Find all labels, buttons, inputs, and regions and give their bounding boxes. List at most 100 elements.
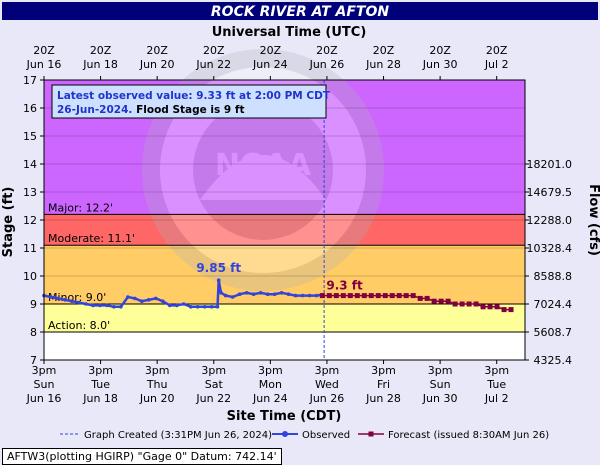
forecast-point — [326, 293, 332, 299]
bottom-tick-label: 3pm — [428, 364, 453, 377]
latest-observed-text: Latest observed value: 9.33 ft at 2:00 P… — [57, 90, 331, 102]
bottom-tick-label: 3pm — [371, 364, 396, 377]
forecast-point — [431, 298, 437, 304]
top-tick-date: Jun 30 — [422, 58, 458, 71]
observed-point — [202, 305, 207, 309]
bottom-tick-label: 3pm — [258, 364, 283, 377]
band-label-action: Action: 8.0' — [48, 319, 110, 332]
observed-point — [70, 299, 74, 304]
observed-point — [63, 298, 67, 302]
observed-point — [147, 298, 151, 302]
y-tick-label: 15 — [23, 130, 37, 143]
forecast-point — [494, 304, 500, 310]
band-normal — [44, 332, 525, 360]
observed-point — [300, 293, 305, 298]
top-tick-date: Jun 24 — [252, 58, 288, 71]
flow-tick-label: 5608.7 — [534, 326, 573, 339]
top-tick-label: 20Z — [486, 44, 508, 57]
forecast-point — [480, 304, 486, 310]
observed-point — [223, 293, 228, 298]
bottom-tick-label: Jun 30 — [422, 392, 458, 405]
y-tick-label: 14 — [23, 158, 37, 171]
top-tick-date: Jun 18 — [82, 58, 118, 71]
forecast-point — [368, 293, 374, 299]
forecast-point — [375, 293, 381, 299]
top-tick-label: 20Z — [429, 44, 451, 57]
bottom-tick-label: 3pm — [32, 364, 57, 377]
forecast-point — [403, 293, 409, 299]
observed-point — [140, 299, 144, 304]
bottom-tick-label: Mon — [259, 378, 282, 391]
bottom-tick-label: 3pm — [484, 364, 509, 377]
forecast-point — [466, 301, 472, 307]
flood-category-labels: Action: 8.0' Minor: 9.0' Moderate: 11.1' Ma… — [48, 201, 135, 332]
flow-tick-label: 8588.8 — [534, 270, 573, 283]
top-tick-date: Jun 22 — [195, 58, 231, 71]
observed-point — [286, 292, 291, 297]
legend-observed-label: Observed — [302, 430, 350, 441]
observed-point — [230, 295, 235, 299]
flow-tick-label: 14679.5 — [527, 186, 573, 199]
bottom-tick-label: Jun 24 — [252, 392, 288, 405]
observed-point — [209, 305, 214, 309]
bottom-tick-label: Jun 20 — [139, 392, 175, 405]
y-tick-label: 12 — [23, 214, 37, 227]
bottom-tick-label: Fri — [377, 378, 390, 391]
bottom-tick-label: Jun 28 — [365, 392, 401, 405]
forecast-point — [487, 304, 493, 310]
noaa-logo-text: NOAA — [215, 148, 312, 183]
seal-center — [193, 100, 333, 240]
flow-tick-label: 10328.4 — [527, 242, 573, 255]
observed-point — [279, 291, 284, 295]
observed-point — [167, 303, 172, 308]
y-tick-label: 17 — [23, 74, 37, 87]
observed-point — [112, 305, 116, 309]
top-tick-label: 20Z — [203, 44, 225, 57]
band-label-major: Major: 12.2' — [48, 201, 113, 214]
top-tick-date: Jun 20 — [139, 58, 175, 71]
top-tick-label: 20Z — [316, 44, 338, 57]
peak-annotation: 9.85 ft — [196, 261, 241, 275]
bottom-tick-label: Thu — [146, 378, 168, 391]
forecast-annotation: 9.3 ft — [326, 279, 363, 293]
y-tick-label: 9 — [30, 298, 37, 311]
forecast-point — [410, 293, 416, 299]
forecast-point — [354, 293, 360, 299]
observed-point — [251, 292, 256, 297]
observed-point — [195, 305, 200, 309]
top-tick-label: 20Z — [146, 44, 168, 57]
band-label-minor: Minor: 9.0' — [48, 291, 106, 304]
flow-axis-ticks: 4325.4 5608.7 7024.4 8588.8 10328.4 12288.0 14… — [525, 158, 572, 367]
observed-point — [119, 305, 123, 309]
y-tick-label: 8 — [30, 326, 37, 339]
forecast-point — [445, 298, 451, 304]
legend-created-label: Graph Created (3:31PM Jun 26, 2024) — [84, 430, 272, 441]
flow-tick-label: 4325.4 — [534, 354, 573, 367]
y2-axis-title: Flow (cfs) — [586, 184, 600, 256]
observed-point — [219, 291, 223, 295]
y-tick-label: 13 — [23, 186, 37, 199]
observed-point — [160, 299, 165, 304]
top-tick-date: Jul 2 — [484, 58, 509, 71]
flow-tick-label: 7024.4 — [534, 298, 573, 311]
bottom-tick-label: Tue — [90, 378, 110, 391]
forecast-point — [452, 301, 458, 307]
bottom-tick-label: Tue — [486, 378, 506, 391]
observed-point — [293, 293, 298, 298]
observed-point — [105, 303, 109, 308]
forecast-point — [347, 293, 353, 299]
observed-point — [98, 303, 102, 308]
observed-point — [188, 305, 193, 309]
forecast-point — [382, 293, 388, 299]
forecast-point — [361, 293, 367, 299]
y-tick-label: 16 — [23, 102, 37, 115]
observed-point — [56, 296, 60, 301]
top-tick-date: Jun 28 — [365, 58, 401, 71]
top-tick-label: 20Z — [90, 44, 112, 57]
forecast-point — [319, 293, 325, 299]
bottom-tick-label: 3pm — [145, 364, 170, 377]
forecast-point — [473, 301, 479, 307]
bottom-tick-label: Jun 16 — [26, 392, 62, 405]
